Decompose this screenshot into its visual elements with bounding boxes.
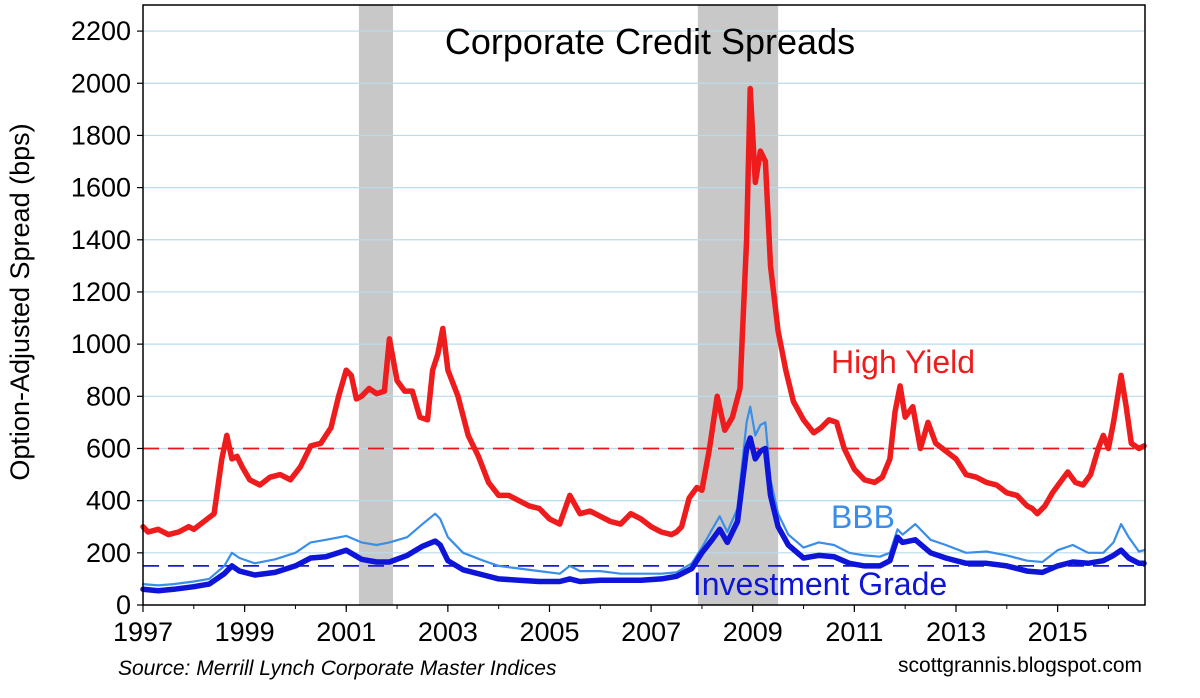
y-tick-label: 400	[86, 486, 131, 516]
y-tick-label: 1600	[71, 173, 131, 203]
chart-title: Corporate Credit Spreads	[445, 21, 855, 62]
reference-lines	[143, 447, 1145, 567]
x-tick-label: 2013	[926, 617, 986, 647]
y-tick-label: 1800	[71, 120, 131, 150]
recession-shading	[358, 5, 779, 605]
x-tick-label: 2011	[825, 617, 883, 647]
y-tick-labels: 0 200 400 600 800 1000 1200 1400 1600 1800 2000 220…	[71, 16, 143, 620]
x-tick-label: 2015	[1028, 617, 1088, 647]
source-note: Source: Merrill Lynch Corporate Master I…	[118, 657, 557, 680]
x-tick-label: 1997	[113, 617, 173, 647]
series-line-bbb	[141, 405, 1146, 587]
series-label-investment-grade: Investment Grade	[693, 566, 947, 602]
series-line-high-yield	[140, 85, 1147, 538]
recession-band	[358, 5, 393, 605]
x-tick-label: 1999	[215, 617, 275, 647]
y-tick-label: 2000	[71, 68, 131, 98]
x-tick-label: 2005	[519, 617, 579, 647]
y-tick-label: 800	[86, 381, 131, 411]
series-lines	[140, 85, 1147, 594]
x-tick-label: 2007	[621, 617, 681, 647]
y-tick-label: 1400	[71, 225, 131, 255]
x-tick-labels: 1997 1999 2001 2003 2005 2007 2009 2011 2013 2015	[113, 605, 1109, 647]
y-tick-label: 0	[116, 590, 131, 620]
x-tick-label: 2001	[316, 617, 376, 647]
y-axis-label: Option-Adjusted Spread (bps)	[5, 123, 35, 480]
y-tick-label: 600	[86, 433, 131, 463]
x-tick-label: 2003	[418, 617, 478, 647]
y-tick-label: 2200	[71, 16, 131, 46]
plot-frame	[142, 4, 1146, 606]
y-tick-label: 1000	[71, 329, 131, 359]
series-label-high-yield: High Yield	[831, 344, 975, 380]
series-label-bbb: BBB	[831, 499, 895, 535]
x-tick-label: 2009	[723, 617, 783, 647]
y-tick-label: 200	[86, 538, 131, 568]
blog-credit: scottgrannis.blogspot.com	[898, 654, 1142, 677]
series-line-investment-grade	[140, 435, 1147, 594]
y-tick-label: 1200	[71, 277, 131, 307]
